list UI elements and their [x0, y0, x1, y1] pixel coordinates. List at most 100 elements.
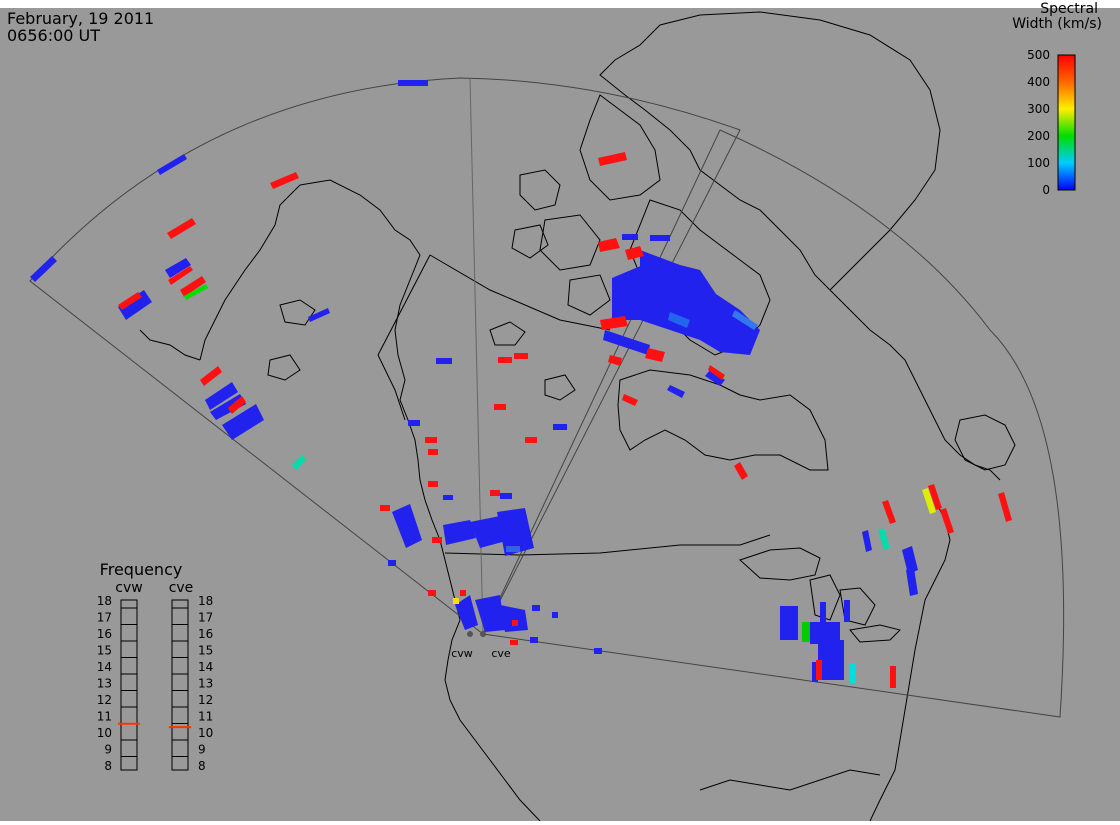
- frequency-tick-left: 9: [104, 743, 112, 757]
- scatter-cell: [398, 80, 428, 86]
- scatter-cell: [705, 370, 725, 386]
- scatter-cell: [292, 455, 306, 470]
- colorbar-tick-label: 0: [1042, 183, 1050, 197]
- scatter-cell: [625, 246, 644, 260]
- scatter-cell: [408, 420, 420, 426]
- scatter-cell: [443, 520, 476, 545]
- frequency-tick-right: 16: [198, 627, 213, 641]
- scatter-cell: [844, 600, 850, 622]
- scatter-cell: [902, 546, 918, 574]
- scatter-cell: [270, 172, 299, 189]
- scatter-cell: [30, 256, 57, 282]
- coastlines: [139, 11, 1016, 822]
- scatter-cell: [157, 154, 187, 175]
- scatter-cell: [165, 258, 191, 278]
- frequency-tick-right: 12: [198, 693, 213, 707]
- scatter-cell: [734, 462, 748, 480]
- scatter-cell: [500, 493, 512, 499]
- scatter-cell: [425, 437, 437, 443]
- greenland-coast: [599, 11, 941, 291]
- scatter-cell: [167, 218, 196, 239]
- frequency-tick-left: 13: [97, 677, 112, 691]
- date-label: February, 19 2011: [7, 9, 154, 28]
- newfoundland-coast: [954, 414, 1016, 471]
- top-margin: [0, 0, 1120, 8]
- hudson-bay-coast: [617, 369, 829, 471]
- scatter-cell: [622, 234, 638, 240]
- scatter-cell: [392, 504, 422, 548]
- frequency-tick-right: 17: [198, 611, 213, 625]
- frequency-label-cve: cve: [169, 580, 194, 596]
- scatter-cell: [455, 595, 478, 630]
- scatter-cell: [510, 640, 518, 645]
- cve-site-label: cve: [491, 647, 511, 660]
- frequency-tick-left: 14: [97, 660, 112, 674]
- scatter-cell: [668, 312, 690, 328]
- scatter-cell: [436, 358, 452, 364]
- alaska-coast: [299, 179, 461, 621]
- scatter-cell: [498, 357, 512, 363]
- frequency-panel: Frequency cvw cve 18 18 17 17 16 16 15 15 14 14 13…: [97, 560, 214, 773]
- scatter-cell: [667, 385, 685, 398]
- colorbar-tick-label: 500: [1027, 48, 1050, 62]
- scatter-cell: [600, 316, 628, 330]
- scatter-cell: [598, 238, 620, 252]
- scatter-cell: [506, 546, 520, 552]
- scatter-cell: [497, 508, 534, 556]
- atlantic-coast: [869, 499, 951, 822]
- scatter-cell: [453, 598, 459, 604]
- scatter-cell: [432, 537, 442, 543]
- scatter-cell: [890, 666, 896, 688]
- colorbar-tick-label: 300: [1027, 102, 1050, 116]
- pacific-coast: [444, 619, 541, 822]
- colorbar-tick-label: 100: [1027, 156, 1050, 170]
- scatter-cell: [594, 648, 602, 654]
- frequency-tick-right: 14: [198, 660, 213, 674]
- scatter-cell: [553, 424, 567, 430]
- scatter-cell: [732, 310, 758, 330]
- scatter-cell: [608, 355, 622, 366]
- scatter-cell: [928, 484, 942, 510]
- scatter-cells: [30, 80, 1012, 688]
- scatter-cell: [200, 366, 222, 386]
- scatter-cell: [922, 488, 936, 514]
- scatter-cell: [552, 612, 558, 618]
- scatter-cell: [818, 640, 844, 680]
- scatter-cell: [530, 637, 538, 643]
- frequency-column-cvw: [120, 599, 138, 771]
- scatter-cell: [168, 266, 193, 285]
- scatter-cell: [862, 530, 872, 552]
- scatter-cell: [802, 622, 810, 642]
- scatter-cell: [532, 605, 540, 611]
- canada-territories-border: [429, 254, 611, 331]
- frequency-grid: 18 18 17 17 16 16 15 15 14 14 13 13 12 12 11 11 10 10 9 9 8 8: [97, 594, 214, 773]
- scatter-cell: [645, 348, 665, 362]
- time-label: 0656:00 UT: [7, 26, 100, 45]
- colorbar-gradient: [1057, 54, 1076, 191]
- frequency-tick-left: 18: [97, 594, 112, 608]
- scatter-cell: [222, 404, 264, 440]
- scatter-cell: [512, 620, 518, 626]
- scatter-cell: [490, 490, 500, 496]
- frequency-tick-left: 8: [104, 759, 112, 773]
- scatter-cell: [878, 528, 890, 550]
- frequency-tick-right: 13: [198, 677, 213, 691]
- scatter-cell: [460, 590, 466, 596]
- frequency-tick-right: 9: [198, 743, 206, 757]
- scatter-cell: [820, 602, 826, 624]
- scatter-cell: [708, 365, 725, 380]
- scatter-cell: [525, 437, 537, 443]
- gulf-coast: [699, 769, 881, 791]
- fov-east: [482, 129, 1065, 718]
- frequency-tick-left: 17: [97, 611, 112, 625]
- scatter-cell: [494, 404, 506, 410]
- scatter-cell: [622, 394, 638, 406]
- scatter-cell: [816, 660, 822, 680]
- scatter-cell: [850, 663, 856, 683]
- cvw-site-label: cvw: [451, 647, 473, 660]
- scatter-cell: [118, 292, 142, 310]
- scatter-cell: [184, 284, 208, 300]
